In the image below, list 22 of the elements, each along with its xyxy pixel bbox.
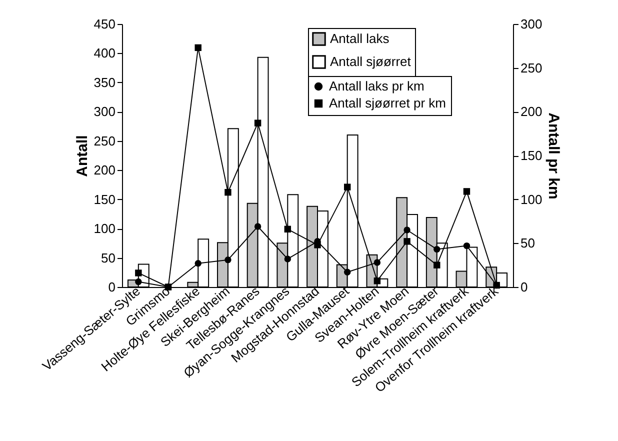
y-tick-label: 400 bbox=[94, 46, 116, 61]
y2-tick-label: 300 bbox=[520, 16, 542, 32]
y2-tick-label: 0 bbox=[520, 280, 528, 294]
y-tick-label: 100 bbox=[94, 221, 116, 236]
y-axis-title: Antall bbox=[74, 135, 91, 177]
y2-tick-label: 250 bbox=[520, 60, 542, 76]
y-tick-label: 450 bbox=[94, 16, 116, 32]
y2-tick-label: 150 bbox=[520, 148, 542, 163]
y-tick-label: 300 bbox=[94, 104, 116, 120]
y-tick-label: 150 bbox=[94, 192, 116, 207]
y-tick-label: 350 bbox=[94, 74, 116, 90]
y-tick-label: 50 bbox=[101, 250, 116, 266]
y2-tick-label: 200 bbox=[520, 104, 542, 120]
legend-label: Antall sjøørret bbox=[330, 54, 412, 69]
y2-tick-label: 100 bbox=[520, 192, 542, 207]
y2-tick-label: 50 bbox=[520, 236, 535, 251]
legend-label: Antall sjøørret pr km bbox=[329, 96, 446, 110]
legend-label: Antall laks pr km bbox=[329, 78, 424, 94]
legend-label: Antall laks bbox=[330, 31, 390, 46]
y-tick-label: 200 bbox=[94, 162, 116, 178]
y-tick-label: 250 bbox=[94, 133, 116, 148]
y2-axis-title: Antall pr km bbox=[545, 112, 562, 200]
